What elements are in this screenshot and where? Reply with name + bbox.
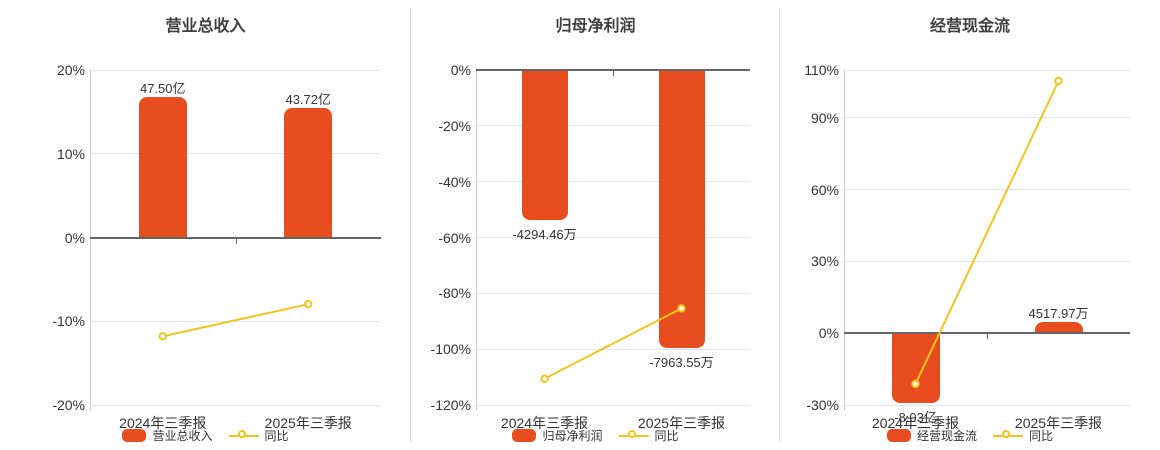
y-axis-tick-label: -20% xyxy=(438,117,471,134)
gridline xyxy=(844,189,1130,191)
bar-swatch-icon xyxy=(512,429,537,442)
chart-panel-revenue: 营业总收入 营业总收入 同比 20% 10% 0% -10% -20% 47.50亿 43.… xyxy=(0,0,411,450)
legend-label: 归母净利润 xyxy=(542,429,603,443)
bar-value-label: 4517.97万 xyxy=(1028,306,1089,322)
legend-item-line[interactable]: 同比 xyxy=(618,427,679,444)
chart-title: 营业总收入 xyxy=(165,18,246,35)
bar-2025年三季报[interactable] xyxy=(284,107,333,238)
gridline xyxy=(844,260,1130,262)
legend: 归母净利润 同比 xyxy=(411,427,780,444)
bar-2024年三季报[interactable] xyxy=(521,70,568,220)
gridline xyxy=(844,69,1130,71)
gridline xyxy=(90,320,381,322)
y-axis-line xyxy=(90,70,91,411)
bar-swatch-icon xyxy=(122,429,147,442)
chart-panel-cash-flow: 经营现金流 经营现金流 同比 110% 90% 60% 30% 0% -30% -8.03亿… xyxy=(780,0,1160,450)
bar-swatch-icon xyxy=(886,429,911,442)
y-axis-tick-label: -10% xyxy=(52,313,85,330)
x-axis-label: 2024年三季报 xyxy=(500,415,589,431)
legend-item-bar[interactable]: 经营现金流 xyxy=(886,427,977,444)
y-axis-tick-label: -120% xyxy=(430,397,471,413)
y-axis-tick-label: 30% xyxy=(810,253,839,270)
bar-2024年三季报[interactable] xyxy=(891,333,940,404)
y-axis-tick-label: 60% xyxy=(810,181,839,198)
line-marker-icon xyxy=(618,429,649,443)
y-axis-tick-label: 0% xyxy=(818,325,839,342)
x-axis-label: 2025年三季报 xyxy=(637,415,726,431)
y-axis-tick-label: -20% xyxy=(52,397,85,413)
y-axis-tick-label: -60% xyxy=(438,229,471,246)
x-axis-label: 2025年三季报 xyxy=(264,415,352,431)
bar-value-label: 43.72亿 xyxy=(285,91,332,107)
x-axis-tick xyxy=(613,71,614,76)
gridline xyxy=(90,153,381,155)
x-axis-tick xyxy=(987,334,988,340)
zero-axis-line xyxy=(476,69,750,71)
gridline xyxy=(476,125,750,127)
bar-2025年三季报[interactable] xyxy=(658,70,705,348)
gridline xyxy=(476,348,750,350)
line-marker[interactable] xyxy=(304,299,313,309)
chart-title: 归母净利润 xyxy=(555,18,636,35)
gridline xyxy=(476,292,750,294)
y-axis-line xyxy=(844,70,845,411)
y-axis-tick-label: -40% xyxy=(438,173,471,190)
line-marker-icon xyxy=(228,429,259,443)
y-axis-tick-label: -100% xyxy=(430,341,471,358)
legend-label: 同比 xyxy=(654,429,679,443)
line-marker[interactable] xyxy=(911,379,920,389)
x-axis-label: 2024年三季报 xyxy=(119,415,207,431)
legend-label: 同比 xyxy=(264,429,289,443)
chart-title: 经营现金流 xyxy=(929,18,1010,35)
y-axis-tick-label: 110% xyxy=(804,62,839,78)
y-axis-tick-label: 20% xyxy=(56,62,85,78)
y-axis-tick-label: -30% xyxy=(806,397,839,413)
panel-divider xyxy=(410,8,411,442)
bar-value-label: -4294.46万 xyxy=(512,226,577,242)
legend-item-bar[interactable]: 营业总收入 xyxy=(122,427,213,444)
panel-divider xyxy=(779,8,780,442)
legend-item-line[interactable]: 同比 xyxy=(228,427,289,444)
gridline xyxy=(476,181,750,183)
line-marker-icon xyxy=(993,429,1023,443)
line-marker[interactable] xyxy=(1054,76,1063,86)
y-axis-tick-label: 90% xyxy=(810,109,839,126)
gridline xyxy=(844,117,1130,119)
gridline xyxy=(476,237,750,238)
x-axis-tick xyxy=(235,238,237,244)
x-axis-label: 2025年三季报 xyxy=(1014,415,1103,431)
gridline xyxy=(476,404,750,406)
y-axis-tick-label: 0% xyxy=(64,229,85,246)
y-axis-tick-label: 10% xyxy=(56,145,85,162)
y-axis-line xyxy=(476,70,477,411)
legend-label: 同比 xyxy=(1029,429,1054,443)
line-marker[interactable] xyxy=(540,374,549,383)
bar-value-label: -7963.55万 xyxy=(649,354,714,370)
bar-2024年三季报[interactable] xyxy=(138,96,187,238)
chart-panel-net-profit: 归母净利润 归母净利润 同比 0% -20% -40% -60% -80% -100% -1… xyxy=(411,0,780,450)
y-axis-tick-label: -80% xyxy=(438,285,471,302)
x-axis-label: 2024年三季报 xyxy=(871,415,960,431)
zero-axis-line xyxy=(90,236,381,239)
gridline xyxy=(844,404,1130,406)
gridline xyxy=(90,69,381,71)
legend-label: 经营现金流 xyxy=(916,429,977,443)
legend: 营业总收入 同比 xyxy=(0,427,411,444)
gridline xyxy=(90,404,381,406)
line-marker[interactable] xyxy=(158,332,167,341)
legend-item-line[interactable]: 同比 xyxy=(993,427,1053,444)
line-marker[interactable] xyxy=(677,304,686,313)
legend-item-bar[interactable]: 归母净利润 xyxy=(512,427,603,444)
bar-value-label: 47.50亿 xyxy=(139,80,186,96)
legend-label: 营业总收入 xyxy=(152,429,213,443)
y-axis-tick-label: 0% xyxy=(450,62,471,78)
legend: 经营现金流 同比 xyxy=(780,427,1160,444)
bar-value-label: -8.03亿 xyxy=(894,410,937,426)
